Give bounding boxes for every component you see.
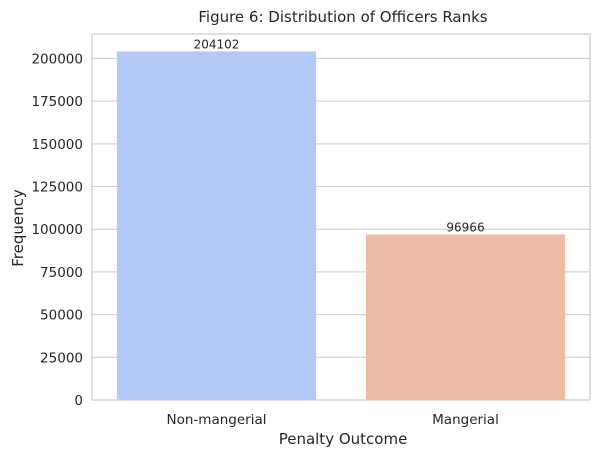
- bar-value-label: 96966: [446, 220, 484, 234]
- chart-title: Figure 6: Distribution of Officers Ranks: [198, 8, 487, 26]
- y-tick-label: 125000: [31, 180, 83, 196]
- y-tick-label: 200000: [31, 51, 83, 67]
- bar: [116, 51, 317, 401]
- y-tick-label: 150000: [31, 137, 83, 153]
- x-axis-title: Penalty Outcome: [279, 430, 408, 448]
- bar-value-label: 204102: [194, 37, 240, 51]
- bar: [365, 234, 566, 400]
- y-tick-label: 75000: [40, 265, 83, 281]
- y-tick-label: 0: [74, 393, 83, 409]
- y-tick-label: 50000: [40, 308, 83, 324]
- y-tick-label: 25000: [40, 350, 83, 366]
- x-tick-labels: Non-mangerial Mangerial: [167, 412, 499, 428]
- y-axis-title: Frequency: [9, 189, 27, 267]
- data-labels: 204102 96966: [194, 37, 485, 234]
- x-tick-label: Non-mangerial: [167, 412, 267, 428]
- y-tick-label: 175000: [31, 94, 83, 110]
- axes-frame: [91, 33, 591, 401]
- y-tick-label: 100000: [31, 222, 83, 238]
- x-tick-label: Mangerial: [432, 412, 499, 428]
- plot-frame: [91, 33, 591, 401]
- y-tick-labels: 0 25000 50000 75000 100000 125000 150000 175000…: [31, 51, 83, 409]
- bars: [116, 51, 566, 401]
